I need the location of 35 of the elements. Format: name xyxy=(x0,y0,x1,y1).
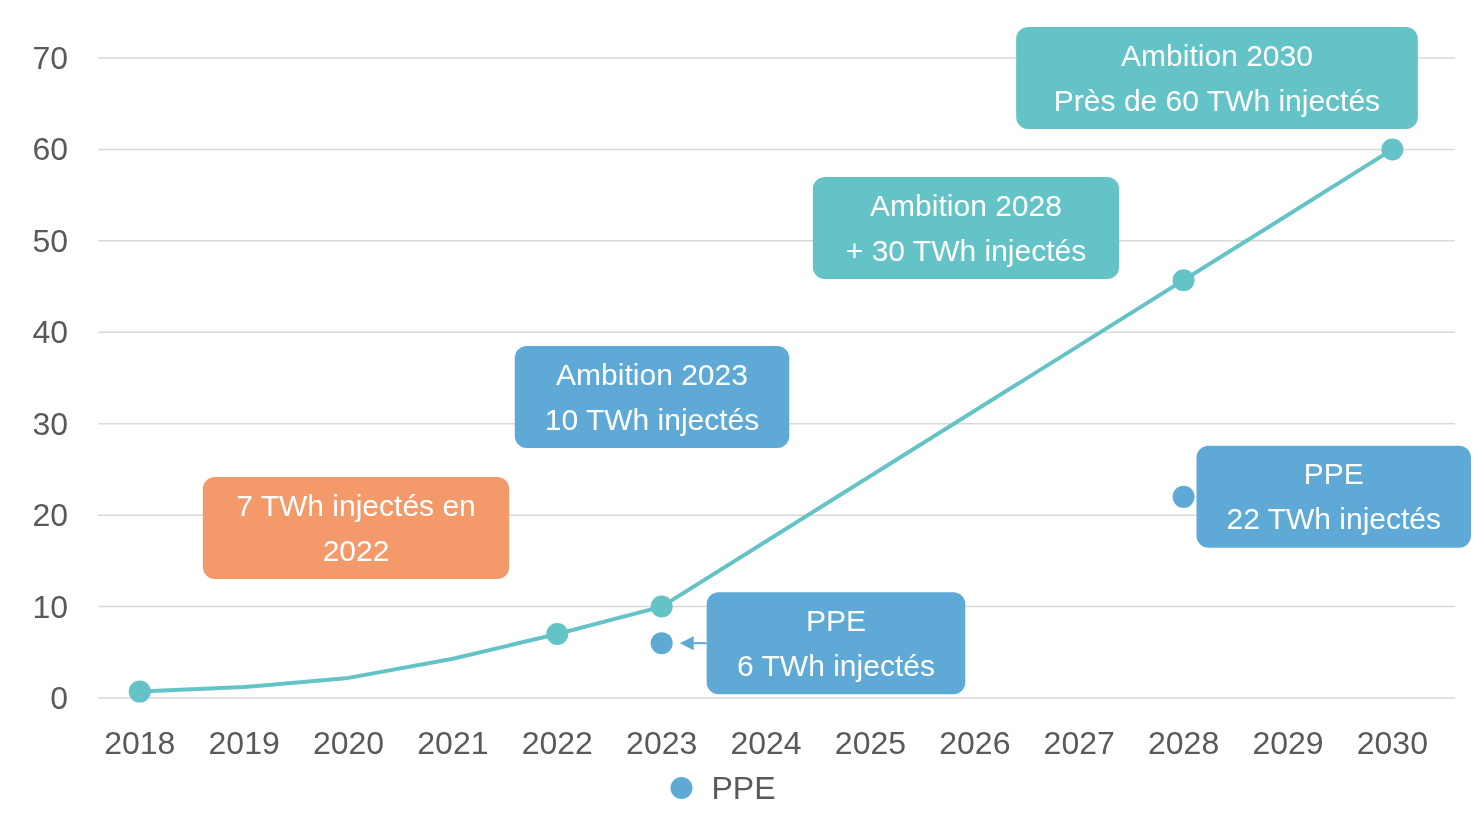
x-tick-label: 2024 xyxy=(730,725,802,761)
y-tick-label: 50 xyxy=(32,222,68,259)
annotation: Ambition 2023 10 TWh injectés xyxy=(544,357,760,436)
point xyxy=(128,680,151,703)
x-tick-label: 2020 xyxy=(312,725,385,761)
x-tick-label: 2026 xyxy=(939,725,1011,761)
point xyxy=(546,623,569,645)
x-tick-label: 2018 xyxy=(104,725,176,761)
y-tick-label: 30 xyxy=(32,405,68,442)
legend-label: PPE xyxy=(711,770,776,806)
x-tick-label: 2030 xyxy=(1356,725,1428,761)
point xyxy=(1381,138,1404,161)
x-tick-label: 2022 xyxy=(521,725,593,761)
y-tick-label: 70 xyxy=(32,40,68,76)
y-tick-label: 10 xyxy=(32,588,68,625)
x-tick-label: 2028 xyxy=(1148,725,1220,761)
point xyxy=(650,632,673,655)
x-tick-label: 2021 xyxy=(417,725,489,761)
annotation: PPE 6 TWh injectés xyxy=(737,603,935,682)
x-tick-label: 2023 xyxy=(626,725,698,761)
y-tick-label: 60 xyxy=(32,131,68,168)
annotation: 7 TWh injectés en 2022 xyxy=(236,488,476,567)
x-tick-label: 2019 xyxy=(208,725,280,761)
annotation: Ambition 2028 + 30 TWh injectés xyxy=(845,188,1087,267)
y-tick-label: 0 xyxy=(50,680,68,716)
x-tick-label: 2025 xyxy=(834,725,907,761)
x-tick-label: 2029 xyxy=(1252,725,1324,761)
point xyxy=(650,595,673,618)
y-tick-label: 20 xyxy=(32,497,68,534)
y-tick-label: 40 xyxy=(32,314,68,351)
annotation: Ambition 2030 Près de 60 TWh injectés xyxy=(1053,38,1381,117)
annotation: PPE 22 TWh injectés xyxy=(1226,457,1442,536)
point xyxy=(1172,485,1195,508)
point xyxy=(1172,269,1195,292)
x-tick-label: 2027 xyxy=(1043,725,1115,761)
